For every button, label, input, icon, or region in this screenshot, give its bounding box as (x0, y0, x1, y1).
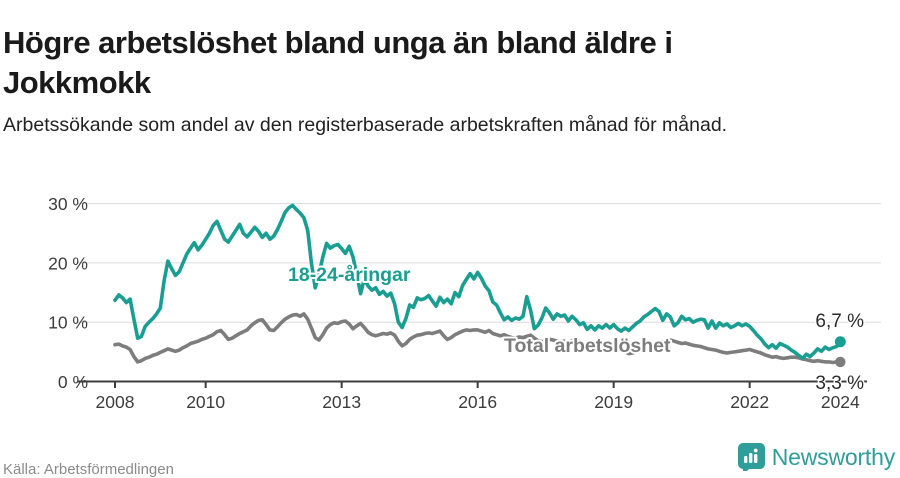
bar-icon-small (743, 456, 748, 463)
bar-icon-exclaim (753, 454, 758, 463)
x-tick-label: 2016 (458, 392, 497, 412)
total-end-value-label: 3,3 % (815, 373, 864, 394)
x-axis: 2008 2010 2013 2016 2019 2022 2024 (96, 381, 860, 412)
x-tick-label: 2024 (821, 392, 860, 412)
x-tick-label: 2008 (96, 392, 135, 412)
total-series-label: Total arbetslöshet (504, 335, 671, 357)
total-unemployment-line (113, 312, 843, 365)
y-tick-label: 20 % (48, 253, 88, 273)
exclaim-dot-icon (753, 448, 758, 453)
brand-name: Newsworthy (771, 443, 895, 470)
y-axis: 30 % 20 % 10 % 0 % (48, 194, 881, 392)
x-tick-label: 2013 (322, 392, 361, 412)
bar-icon-medium (748, 453, 753, 463)
title-line-1: Högre arbetslöshet bland unga än bland ä… (3, 24, 673, 60)
youth-unemployment-line (113, 203, 843, 361)
chart-subtitle: Arbetssökande som andel av den registerb… (3, 113, 728, 136)
newsworthy-bubble-icon (737, 443, 765, 471)
x-tick-label: 2010 (186, 392, 225, 412)
youth-end-value-label: 6,7 % (815, 311, 864, 332)
title-line-2: Jokkmokk (3, 65, 151, 101)
youth-series-label: 18-24-åringar (288, 263, 411, 286)
x-tick-label: 2019 (594, 392, 633, 412)
youth-line-end-dot (834, 336, 846, 348)
x-tick-label: 2022 (730, 392, 769, 412)
total-line-end-dot (835, 356, 846, 368)
y-tick-label: 10 % (48, 313, 88, 333)
page-title: Högre arbetslöshet bland unga än bland ä… (3, 23, 889, 104)
line-chart: 30 % 20 % 10 % 0 % 2008 2010 2013 2016 2… (48, 194, 881, 412)
y-tick-label: 0 % (58, 372, 88, 392)
source-note: Källa: Arbetsförmedlingen (3, 461, 174, 478)
y-tick-label: 30 % (48, 194, 88, 214)
newsworthy-logo[interactable]: Newsworthy (737, 443, 895, 471)
